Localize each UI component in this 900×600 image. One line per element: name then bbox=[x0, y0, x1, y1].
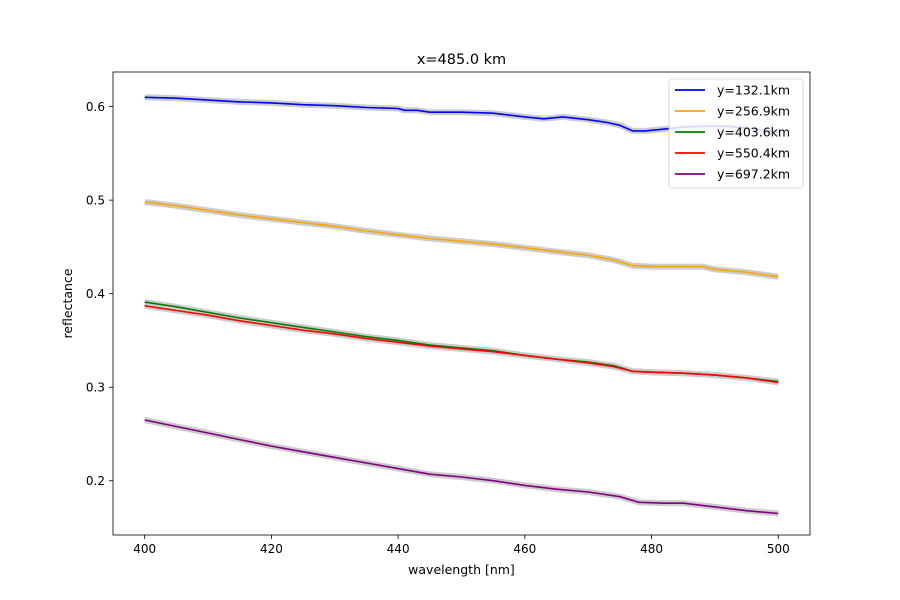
legend: y=132.1km y=256.9km y=403.6km y=550.4km y=69… bbox=[668, 78, 804, 189]
legend-box bbox=[668, 78, 804, 189]
legend-label-y-256-9km: y=256.9km bbox=[717, 104, 790, 119]
legend-label-y-697-2km: y=697.2km bbox=[717, 167, 790, 182]
series-line-y-697-2km bbox=[144, 419, 779, 515]
x-axis-label: wavelength [nm] bbox=[408, 562, 515, 577]
x-tick-label: 420 bbox=[260, 542, 283, 556]
y-axis-label: reflectance bbox=[60, 268, 75, 338]
legend-label-y-550-4km: y=550.4km bbox=[717, 146, 790, 161]
plot-area-frame bbox=[112, 71, 811, 536]
y-tick-label: 0.4 bbox=[86, 287, 105, 301]
x-tick-label: 440 bbox=[387, 542, 410, 556]
x-tick-label: 460 bbox=[513, 542, 536, 556]
y-tick-label: 0.3 bbox=[86, 381, 105, 395]
x-tick-label: 480 bbox=[640, 542, 663, 556]
y-tick-label: 0.5 bbox=[86, 194, 105, 208]
legend-label-y-132-1km: y=132.1km bbox=[717, 83, 790, 98]
series-line-y-256-9km bbox=[144, 201, 779, 278]
x-tick-label: 500 bbox=[767, 542, 790, 556]
y-tick-label: 0.2 bbox=[86, 474, 105, 488]
legend-label-y-403-6km: y=403.6km bbox=[717, 125, 790, 140]
x-axis-ticks: 400 420 440 460 480 500 bbox=[133, 535, 790, 556]
y-axis-ticks: 0.2 0.3 0.4 0.5 0.6 bbox=[86, 100, 113, 488]
y-tick-label: 0.6 bbox=[86, 100, 105, 114]
x-tick-label: 400 bbox=[133, 542, 156, 556]
series-line-y-550-4km bbox=[144, 305, 779, 384]
chart-title: x=485.0 km bbox=[417, 52, 506, 68]
